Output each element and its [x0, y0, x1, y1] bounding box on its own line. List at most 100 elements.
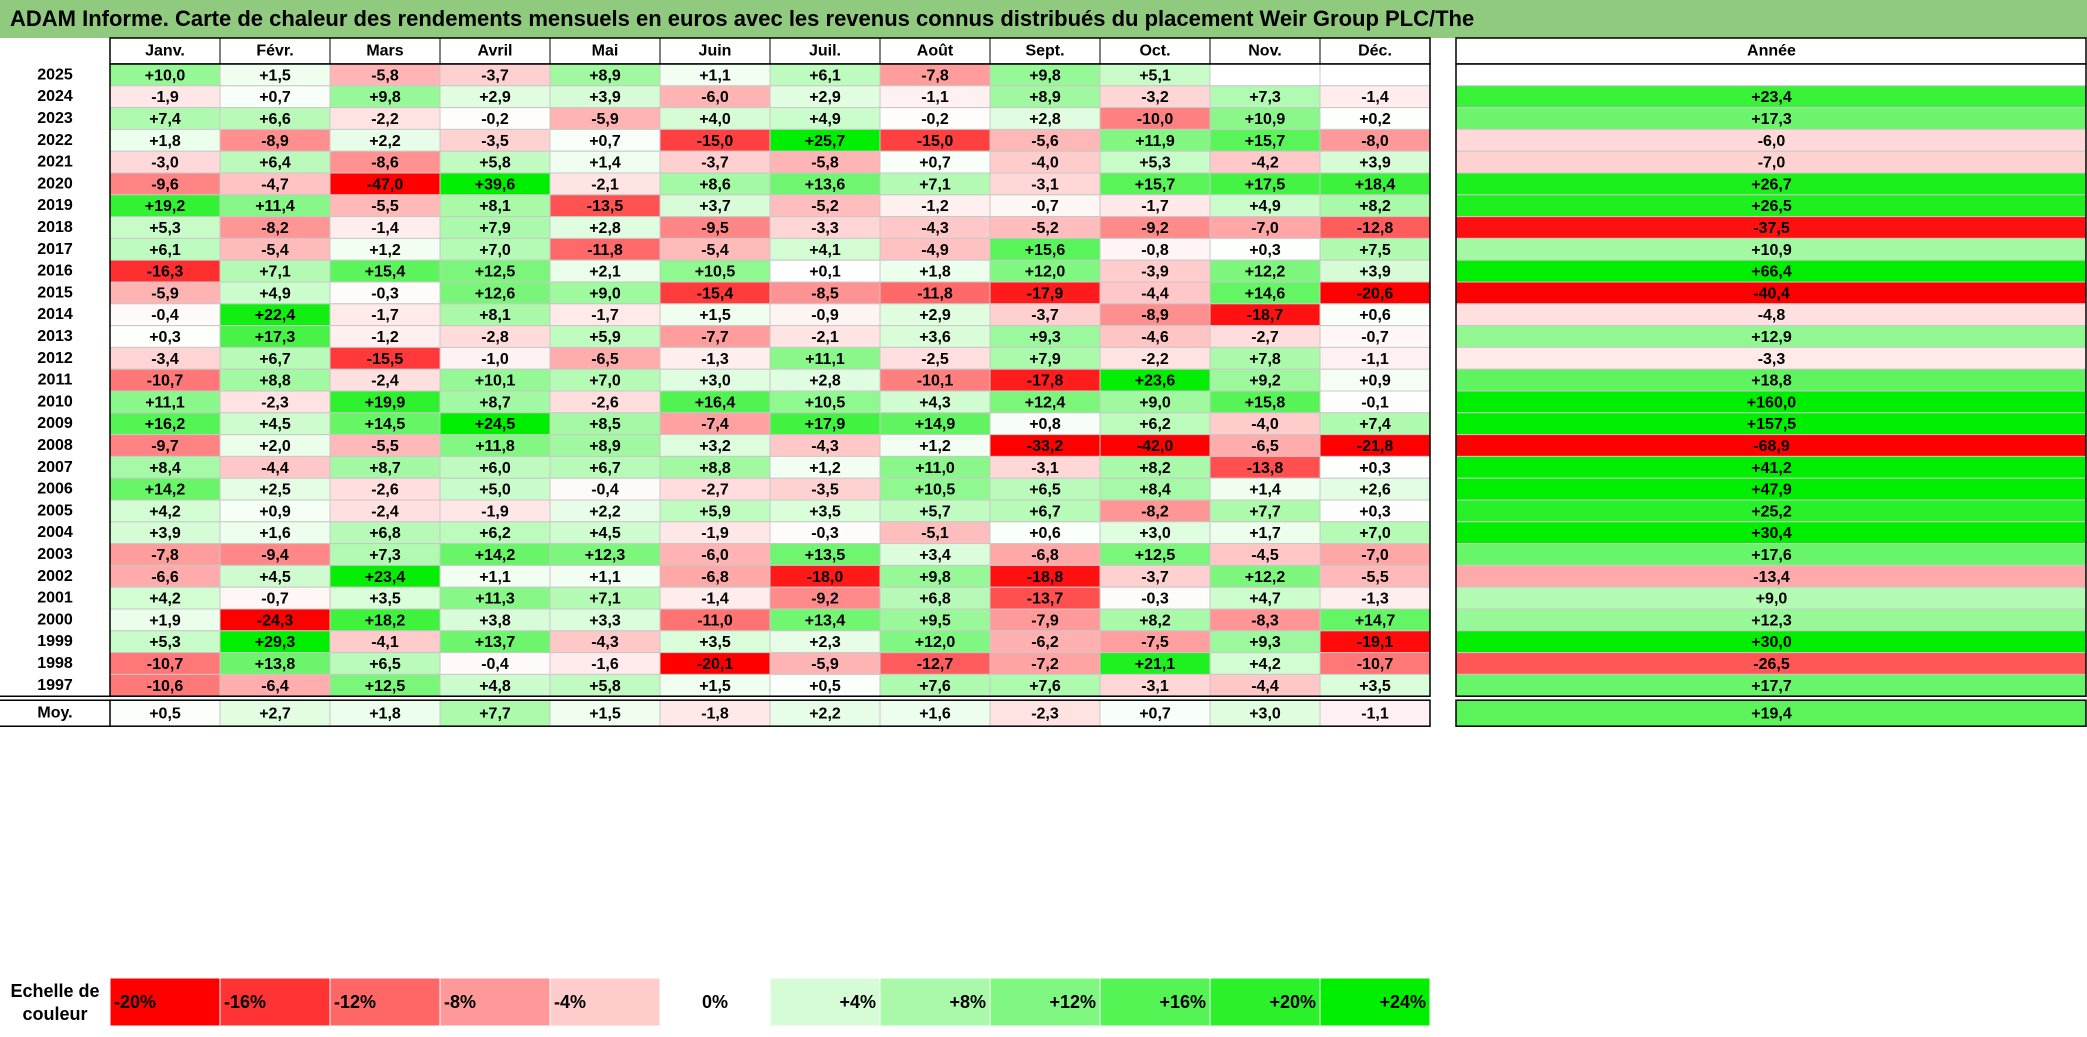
heatmap-cell-value: -3,1	[1031, 460, 1059, 477]
heatmap-cell-value: +4,0	[699, 111, 731, 128]
heatmap-cell-value: +1,5	[259, 67, 291, 84]
row-year-label: 2020	[37, 175, 73, 192]
heatmap-cell-value: -4,3	[591, 634, 619, 651]
annual-cell-value: +30,0	[1751, 634, 1792, 651]
heatmap-cell-value: +3,2	[699, 438, 731, 455]
annual-cell-value: +23,4	[1751, 89, 1792, 106]
heatmap-cell-value: -2,6	[591, 394, 619, 411]
heatmap-cell-value: -1,7	[591, 307, 619, 324]
heatmap-cell-value: +4,5	[259, 416, 291, 433]
heatmap-cell-value: +17,5	[1245, 176, 1286, 193]
heatmap-cell-value: +6,8	[919, 591, 951, 608]
heatmap-cell-value: -5,6	[1031, 133, 1059, 150]
heatmap-cell-value: +23,6	[1135, 373, 1176, 390]
row-year-label: 2025	[37, 66, 73, 83]
average-row-label: Moy.	[37, 705, 72, 722]
heatmap-cell-value: -8,0	[1361, 133, 1389, 150]
heatmap-cell-value: +8,4	[1139, 482, 1171, 499]
heatmap-cell-value: -15,4	[697, 285, 734, 302]
heatmap-cell-value: +2,8	[589, 220, 621, 237]
heatmap-cell-value: +12,0	[1025, 264, 1066, 281]
heatmap-cell-value: -1,9	[151, 89, 179, 106]
heatmap-cell-value: +8,8	[259, 373, 291, 390]
heatmap-cell-value: +7,0	[1359, 525, 1391, 542]
heatmap-cell-value: +8,2	[1359, 198, 1391, 215]
heatmap-cell-value: +0,7	[259, 89, 291, 106]
month-header-label: Oct.	[1139, 43, 1170, 60]
heatmap-cell-value: +7,1	[919, 176, 951, 193]
heatmap-cell-value: -1,1	[1361, 351, 1389, 368]
scale-swatch-label: +4%	[839, 992, 876, 1012]
heatmap-cell-value: +4,2	[149, 503, 181, 520]
heatmap-cell-value: +12,4	[1025, 394, 1066, 411]
heatmap-cell-value: +12,3	[585, 547, 626, 564]
heatmap-cell-value: +39,6	[475, 176, 516, 193]
heatmap-cell-value: -1,2	[921, 198, 949, 215]
heatmap-cell-value: +1,4	[589, 155, 621, 172]
scale-swatch-label: +16%	[1159, 992, 1206, 1012]
heatmap-cell-value: -13,8	[1247, 460, 1284, 477]
heatmap-cell-value: -5,5	[371, 198, 399, 215]
heatmap-cell-value: -2,5	[921, 351, 949, 368]
row-year-label: 2011	[38, 372, 73, 389]
heatmap-cell-value: -4,3	[921, 220, 949, 237]
heatmap-cell-value: -5,1	[921, 525, 949, 542]
scale-swatch	[769, 977, 881, 1027]
heatmap-cell-value: -4,0	[1251, 416, 1279, 433]
heatmap-cell-value: +12,5	[365, 678, 406, 695]
heatmap-cell-value: -10,1	[917, 373, 954, 390]
heatmap-cell-value: +13,6	[805, 176, 846, 193]
heatmap-cell-value: +8,9	[589, 67, 621, 84]
heatmap-cell-value: -2,7	[1251, 329, 1279, 346]
heatmap-cell-value: +4,8	[479, 678, 511, 695]
annual-cell-value: +26,7	[1751, 176, 1792, 193]
heatmap-cell	[1209, 63, 1321, 87]
heatmap-cell-value: +13,8	[255, 656, 296, 673]
annual-cell-value: +25,2	[1751, 503, 1792, 520]
average-cell	[329, 699, 441, 727]
annual-cell-value: +26,5	[1751, 198, 1792, 215]
heatmap-cell-value: +7,8	[1249, 351, 1281, 368]
heatmap-cell-value: +0,3	[1359, 460, 1391, 477]
heatmap-cell-value: +5,3	[149, 220, 181, 237]
heatmap-cell-value: -0,8	[1141, 242, 1169, 259]
heatmap-cell-value: -4,4	[1141, 285, 1169, 302]
row-year-label: 2003	[37, 546, 73, 563]
heatmap-cell-value: +8,9	[1029, 89, 1061, 106]
heatmap-cell-value: -5,2	[811, 198, 839, 215]
heatmap-cell-value: +16,4	[695, 394, 736, 411]
heatmap-cell-value: +0,6	[1359, 307, 1391, 324]
heatmap-cell-value: -42,0	[1137, 438, 1174, 455]
heatmap-cell-value: -18,8	[1027, 569, 1064, 586]
annual-cell-value: +9,0	[1756, 591, 1788, 608]
row-year-label: 2012	[37, 350, 73, 367]
row-year-label: 2015	[37, 284, 73, 301]
heatmap-cell-value: +3,5	[1359, 678, 1391, 695]
heatmap-cell-value: -3,3	[811, 220, 839, 237]
scale-label-line1: Echelle de	[10, 981, 99, 1001]
heatmap-cell-value: -20,1	[697, 656, 734, 673]
heatmap-cell-value: +17,9	[805, 416, 846, 433]
month-header-label: Avril	[478, 43, 513, 60]
annual-cell-value: -40,4	[1753, 285, 1790, 302]
heatmap-cell-value: +5,1	[1139, 67, 1171, 84]
heatmap-cell-value: +2,0	[259, 438, 291, 455]
heatmap-cell-value: +8,2	[1139, 612, 1171, 629]
heatmap-cell-value: -2,4	[371, 503, 399, 520]
heatmap-cell-value: +0,7	[589, 133, 621, 150]
heatmap-cell-value: +7,1	[259, 264, 291, 281]
heatmap-cell-value: +3,5	[369, 591, 401, 608]
heatmap-cell-value: +6,4	[259, 155, 291, 172]
heatmap-cell-value: -9,2	[1141, 220, 1169, 237]
heatmap-cell-value: +11,8	[475, 438, 515, 455]
heatmap-cell-value: -6,2	[1031, 634, 1059, 651]
heatmap-cell-value: +1,1	[479, 569, 511, 586]
heatmap-cell-value: -11,8	[587, 242, 623, 259]
heatmap-cell-value: +1,5	[699, 678, 731, 695]
heatmap-cell-value: +7,9	[1029, 351, 1061, 368]
heatmap-cell-value: +7,0	[589, 373, 621, 390]
heatmap-cell-value: -5,2	[1031, 220, 1059, 237]
heatmap-cell-value: +11,3	[475, 591, 515, 608]
heatmap-cell-value: -11,0	[697, 612, 733, 629]
